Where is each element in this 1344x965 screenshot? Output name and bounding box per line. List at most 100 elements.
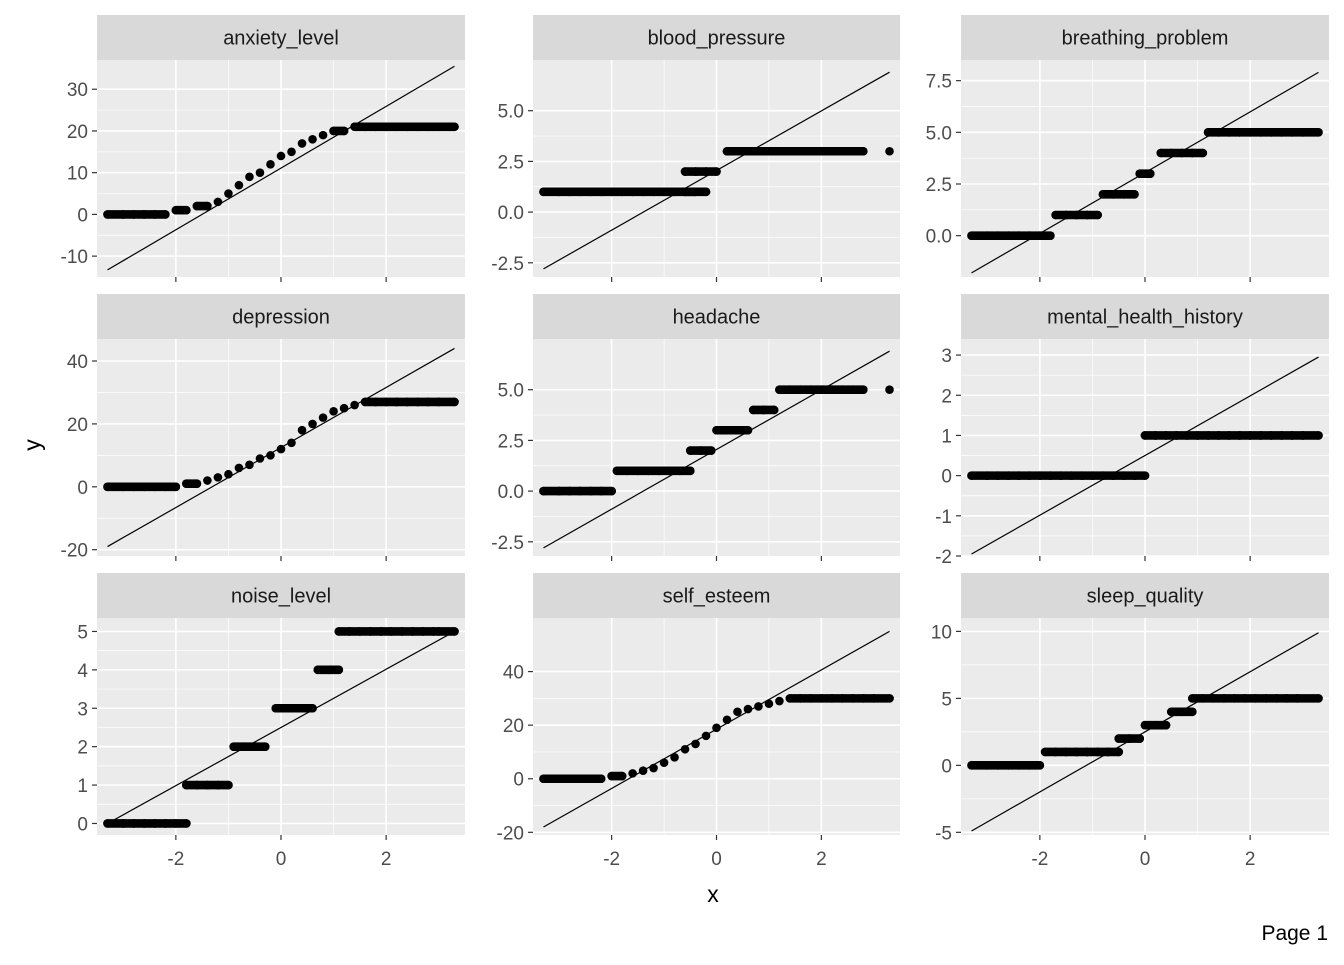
data-point (203, 476, 212, 485)
facet-mental_health_history: mental_health_history -2 -1 0 1 2 3 (935, 294, 1329, 568)
y-tick-label: 5.0 (498, 381, 524, 402)
data-point (712, 723, 721, 733)
y-tick-label: 20 (67, 415, 88, 436)
data-point (224, 469, 233, 479)
y-tick-label: 5.0 (926, 123, 952, 144)
data-point (255, 454, 265, 463)
x-tick-label: -2 (167, 849, 184, 870)
data-point (234, 180, 244, 190)
data-point (1046, 231, 1055, 240)
data-point (245, 460, 254, 470)
data-point (224, 780, 233, 790)
y-tick-label: 2.5 (498, 431, 524, 452)
data-point (260, 742, 270, 751)
data-point (764, 699, 774, 709)
facet-strip (97, 573, 465, 618)
data-point (203, 201, 212, 211)
y-tick-label: 3 (941, 346, 952, 367)
y-tick-label: 0 (77, 478, 88, 499)
qq-reference-line (971, 356, 1319, 555)
data-point (680, 744, 690, 754)
data-point (318, 130, 328, 140)
data-point (670, 753, 679, 762)
data-point (1114, 747, 1124, 757)
facet-strip-label: mental_health_history (1047, 307, 1243, 329)
y-tick-label: 0 (941, 467, 952, 488)
data-point (859, 146, 868, 156)
data-point (1145, 169, 1155, 178)
data-point (659, 758, 669, 767)
data-point (1198, 148, 1208, 158)
data-point (685, 466, 695, 476)
data-point (1140, 471, 1150, 480)
y-tick-label: 40 (503, 663, 524, 684)
x-tick-label: 0 (1140, 849, 1151, 870)
data-point (213, 197, 223, 207)
facet-strip-label: noise_level (231, 586, 331, 608)
data-point (638, 766, 648, 776)
facet-strip (533, 294, 900, 339)
facet-strip-label: breathing_problem (1062, 28, 1229, 50)
y-tick-label: 5 (77, 622, 88, 643)
data-point (769, 405, 779, 415)
facet-strip (961, 573, 1329, 618)
y-tick-label: -20 (497, 823, 524, 844)
y-tick-label: -10 (61, 247, 88, 268)
data-point (754, 702, 763, 711)
data-point (450, 627, 459, 636)
data-point (596, 774, 606, 784)
facet-strip-label: blood_pressure (648, 28, 786, 50)
data-point (334, 665, 344, 675)
facet-breathing_problem: breathing_problem 0.0 2.5 5.0 7.5 (926, 15, 1329, 282)
page-label: Page 1 (1261, 922, 1328, 945)
data-point (276, 151, 286, 161)
y-tick-label: 2.5 (498, 152, 524, 173)
y-tick-label: 40 (67, 352, 88, 373)
data-point (733, 707, 742, 717)
facet-strip (961, 294, 1329, 339)
y-tick-label: 7.5 (926, 72, 952, 93)
data-point (1314, 128, 1323, 137)
data-point (329, 407, 338, 416)
data-point (743, 425, 753, 435)
x-tick-label: 0 (711, 849, 722, 870)
data-point (266, 451, 275, 460)
data-point (706, 446, 716, 455)
data-point (1161, 720, 1171, 730)
data-point (266, 160, 275, 169)
data-point (245, 172, 254, 182)
facet-strip (533, 573, 900, 618)
y-tick-label: 2 (941, 386, 952, 407)
facet-strip-label: sleep_quality (1087, 586, 1204, 608)
facet-depression: depression -20 0 20 40 (61, 294, 465, 562)
qq-reference-line (971, 632, 1319, 832)
data-point (255, 168, 265, 177)
y-tick-label: -2.5 (491, 533, 524, 554)
data-point (308, 703, 317, 713)
y-tick-label: 30 (67, 80, 88, 101)
facet-sleep_quality: sleep_quality -5 0 5 10 -2 0 2 (931, 573, 1329, 870)
data-point (1314, 694, 1323, 703)
data-point (450, 397, 459, 407)
y-tick-label: 0.0 (498, 482, 524, 503)
data-point (649, 763, 658, 773)
data-point (171, 482, 181, 492)
x-tick-label: -2 (1031, 849, 1048, 870)
y-tick-label: 2.5 (926, 175, 952, 196)
data-point (234, 463, 244, 473)
data-point (743, 704, 753, 714)
data-point (1093, 210, 1102, 220)
data-point (691, 739, 700, 749)
data-point (287, 147, 296, 157)
y-axis-title: y (19, 439, 45, 451)
data-point (318, 413, 328, 422)
data-point (297, 425, 307, 435)
data-point (1130, 190, 1139, 199)
qq-reference-line (543, 350, 890, 549)
facet-strip (533, 15, 900, 60)
y-tick-label: 0 (941, 756, 952, 777)
data-point (1314, 431, 1323, 440)
